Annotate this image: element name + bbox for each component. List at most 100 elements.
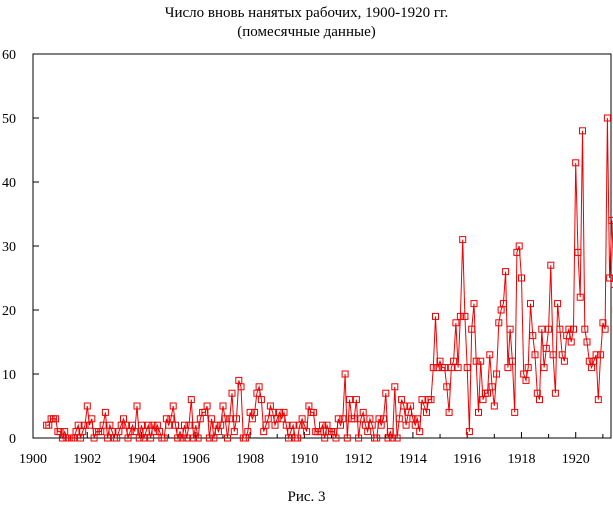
data-point [264,415,272,423]
data-point [183,434,191,442]
data-point [465,428,473,436]
data-point [515,242,523,250]
data-point [303,428,311,436]
x-tick-label: 1918 [507,452,535,467]
data-point [495,319,503,327]
data-point [508,357,516,365]
data-point [319,421,326,429]
data-point [217,421,225,429]
x-tick-label: 1910 [290,452,318,467]
data-point [549,351,557,359]
data-point [169,402,177,410]
x-tick-label: 1904 [128,452,156,467]
data-point [592,351,600,359]
data-point [581,325,589,333]
data-point [237,383,245,391]
data-point [456,312,464,320]
data-point [135,434,143,442]
data-point [583,338,591,346]
data-point [579,127,586,135]
data-point [490,402,498,410]
data-point [192,421,200,429]
data-point [413,415,421,423]
data-markers [43,114,613,442]
data-point [83,402,91,410]
data-point [493,370,501,378]
data-point [454,364,462,372]
y-tick-label: 0 [9,432,16,447]
data-point [52,415,60,423]
data-point [131,428,139,436]
data-point [560,357,568,365]
data-point [282,421,290,429]
data-point [570,325,577,333]
data-point [205,434,213,442]
data-point [423,408,430,416]
data-point [185,421,193,429]
data-point [144,421,152,429]
data-point [210,434,218,442]
data-point [321,434,329,442]
data-point [545,325,553,333]
data-point [178,434,186,442]
data-point [380,415,387,423]
x-tick-label: 1902 [73,452,101,467]
data-point [255,383,263,391]
data-point [341,370,349,378]
data-point [529,332,537,340]
data-point [518,274,525,282]
x-tick-label: 1906 [182,452,210,467]
data-point [531,351,539,359]
data-point [352,396,360,404]
data-point [484,389,491,397]
data-point [597,351,605,359]
data-point [289,421,297,429]
data-point [540,364,548,372]
data-point [594,396,602,404]
data-point [441,364,449,372]
data-point [407,402,415,410]
data-point [524,364,532,372]
data-point [472,357,480,365]
series-line [46,117,613,440]
data-point [603,114,611,122]
data-point [547,261,555,269]
data-point [416,428,424,436]
data-point [219,402,227,410]
data-point [576,293,584,301]
data-point [488,383,496,391]
data-point [574,248,582,256]
data-point [463,364,471,372]
data-point [486,351,494,359]
data-point [167,415,175,423]
y-tick-label: 30 [2,240,16,255]
data-point [601,325,609,333]
data-point [389,434,397,442]
data-point [395,415,403,423]
data-point [450,357,458,365]
data-point [551,389,559,397]
data-point [257,396,265,404]
data-point [572,159,580,167]
data-point [332,434,340,442]
data-point [190,434,198,442]
data-point [269,408,277,416]
data-point [224,434,231,442]
data-point [208,415,216,423]
data-point [373,434,381,442]
axes [32,53,612,439]
figure-caption: Рис. 3 [287,489,326,505]
data-point [244,428,252,436]
data-point [122,421,130,429]
data-point [359,408,367,416]
x-tick-label: 1912 [345,452,373,467]
data-point [402,421,410,429]
data-point [538,325,546,333]
data-point [506,325,514,333]
y-tick-label: 10 [2,368,16,383]
chart-title: Число вновь нанятых рабочих, 1900-1920 г… [164,5,449,21]
data-point [459,236,467,244]
y-tick-label: 40 [2,176,16,191]
data-point [221,415,229,423]
data-point [475,408,482,416]
